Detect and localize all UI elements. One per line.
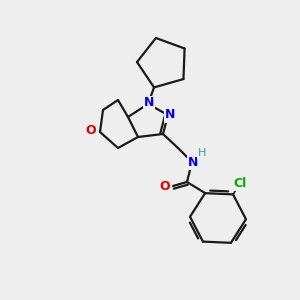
Text: Cl: Cl [233,177,247,190]
Text: N: N [188,155,198,169]
Text: O: O [86,124,96,137]
Text: H: H [198,148,206,158]
Text: O: O [160,181,170,194]
Text: N: N [144,97,154,110]
Text: N: N [165,109,175,122]
